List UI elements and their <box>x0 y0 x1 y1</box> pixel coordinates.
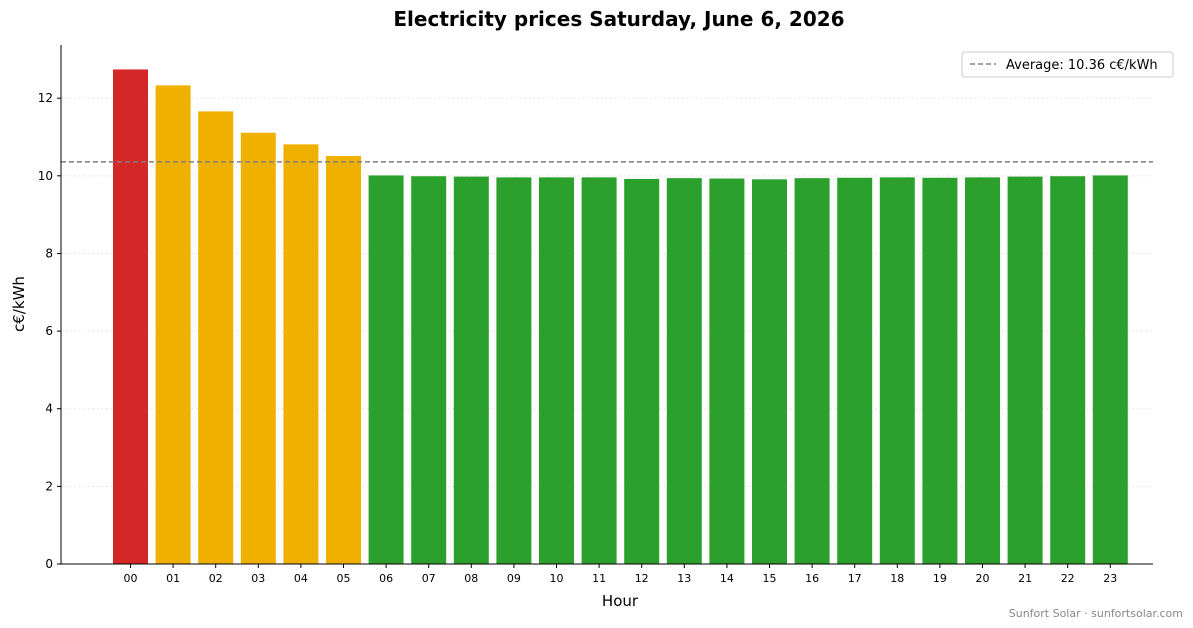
x-axis-label: Hour <box>602 592 639 610</box>
x-tick-label: 07 <box>422 572 436 585</box>
x-tick-label: 02 <box>209 572 223 585</box>
bar-23 <box>1092 175 1128 564</box>
bar-09 <box>496 177 532 564</box>
x-tick-label: 20 <box>976 572 990 585</box>
x-tick-label: 04 <box>294 572 308 585</box>
x-tick-label: 00 <box>124 572 138 585</box>
bars <box>113 69 1128 565</box>
y-tick-label: 8 <box>45 246 53 260</box>
y-tick-label: 6 <box>45 324 53 338</box>
axes <box>60 45 1153 565</box>
x-tick-label: 05 <box>337 572 351 585</box>
x-ticks: 00 01 02 03 04 05 06 07 08 09 10 11 12 13 14 15 16 17 18 19… <box>124 564 1117 585</box>
bar-15 <box>752 179 787 564</box>
y-tick-label: 12 <box>38 91 53 105</box>
x-tick-label: 21 <box>1018 572 1032 585</box>
y-ticks: 0 2 4 6 8 10 12 <box>38 91 61 571</box>
bar-08 <box>453 176 489 564</box>
bar-12 <box>624 178 660 564</box>
y-tick-label: 4 <box>45 402 53 416</box>
legend: Average: 10.36 c€/kWh <box>961 51 1174 78</box>
bar-14 <box>709 178 745 564</box>
bar-21 <box>1007 176 1043 564</box>
bar-17 <box>837 177 873 564</box>
bar-05 <box>326 156 361 564</box>
x-tick-label: 14 <box>720 572 734 585</box>
x-tick-label: 17 <box>848 572 862 585</box>
bar-00 <box>113 69 148 564</box>
bar-01 <box>155 85 191 565</box>
chart-title: Electricity prices Saturday, June 6, 202… <box>393 7 844 31</box>
bar-03 <box>240 132 276 564</box>
y-tick-label: 2 <box>45 479 53 493</box>
y-axis-label: c€/kWh <box>10 276 28 332</box>
bar-02 <box>198 111 234 564</box>
bar-13 <box>666 178 702 564</box>
x-tick-label: 19 <box>933 572 947 585</box>
x-tick-label: 16 <box>805 572 819 585</box>
footer-credit: Sunfort Solar · sunfortsolar.com <box>1008 607 1183 620</box>
bar-06 <box>368 175 404 564</box>
bar-19 <box>922 177 958 564</box>
x-tick-label: 11 <box>592 572 606 585</box>
x-tick-label: 06 <box>379 572 393 585</box>
x-tick-label: 10 <box>550 572 564 585</box>
bar-16 <box>794 178 830 564</box>
bar-22 <box>1050 176 1086 564</box>
bar-10 <box>539 177 574 564</box>
bar-07 <box>411 176 447 564</box>
bar-18 <box>879 177 915 564</box>
legend-box <box>961 51 1174 78</box>
x-tick-label: 09 <box>507 572 521 585</box>
legend-average-label: Average: 10.36 c€/kWh <box>1006 58 1158 73</box>
bar-11 <box>581 177 617 564</box>
x-tick-label: 13 <box>677 572 691 585</box>
x-tick-label: 03 <box>251 572 265 585</box>
y-tick-label: 0 <box>45 557 53 571</box>
x-tick-label: 15 <box>763 572 777 585</box>
bar-20 <box>965 177 1000 564</box>
x-tick-label: 22 <box>1061 572 1075 585</box>
x-tick-label: 08 <box>464 572 478 585</box>
y-tick-label: 10 <box>38 169 53 183</box>
x-tick-label: 23 <box>1103 572 1117 585</box>
bar-04 <box>283 144 319 564</box>
x-tick-label: 01 <box>166 572 180 585</box>
x-tick-label: 12 <box>635 572 649 585</box>
x-tick-label: 18 <box>890 572 904 585</box>
